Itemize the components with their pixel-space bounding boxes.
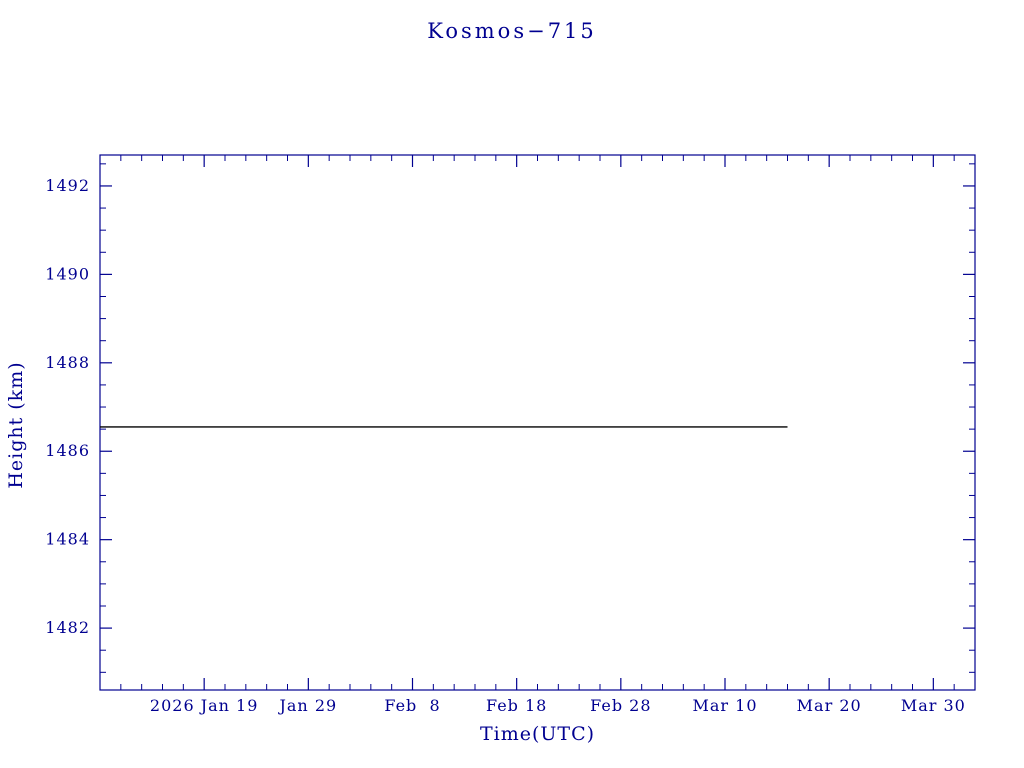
x-tick-label: Mar 10 [692,696,757,715]
y-tick-label: 1490 [45,264,90,283]
x-tick-label: Jan 29 [277,696,337,715]
x-tick-label: Mar 20 [797,696,862,715]
chart-title: Kosmos−715 [427,19,597,43]
x-tick-label: Mar 30 [901,696,966,715]
x-tick-label: Feb 18 [486,696,547,715]
x-tick-label: Feb 8 [384,696,440,715]
plot-frame [99,154,976,691]
x-axis-title: Time(UTC) [479,723,596,745]
x-tick-label: Feb 28 [590,696,651,715]
y-tick-label: 1492 [45,176,90,195]
y-tick-label: 1484 [45,530,90,549]
y-tick-label: 1482 [45,618,90,637]
y-tick-label: 1488 [45,353,90,372]
x-tick-label: 2026 Jan 19 [150,696,259,715]
y-tick-label: 1486 [45,441,90,460]
